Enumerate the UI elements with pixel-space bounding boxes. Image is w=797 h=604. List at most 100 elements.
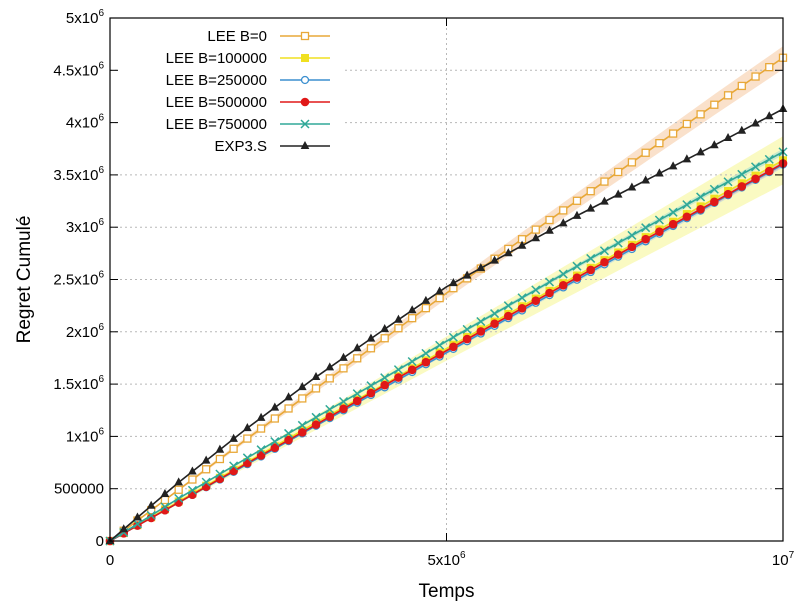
point-lee-b-500000 — [449, 342, 458, 352]
point-lee-b-750000 — [242, 453, 252, 463]
y-axis-label: Regret Cumulé — [14, 216, 35, 344]
legend-background — [120, 24, 344, 164]
point-lee-b-0 — [421, 303, 431, 313]
point-exp3-s — [531, 233, 541, 242]
legend-label: LEE B=250000 — [166, 72, 267, 89]
point-lee-b-500000 — [435, 350, 444, 359]
point-lee-b-0 — [353, 354, 362, 363]
point-lee-b-0 — [545, 215, 554, 225]
point-lee-b-750000 — [517, 293, 527, 303]
point-lee-b-0 — [586, 187, 595, 196]
point-lee-b-0 — [600, 177, 609, 186]
point-exp3-s — [545, 225, 554, 234]
point-exp3-s — [462, 270, 472, 279]
legend-swatch-marker — [300, 140, 310, 149]
point-lee-b-500000 — [407, 365, 417, 375]
point-lee-b-500000 — [696, 204, 705, 214]
point-lee-b-0 — [710, 100, 719, 109]
legend-swatch-marker — [300, 97, 310, 107]
point-exp3-s — [133, 512, 142, 521]
legend-item-lee-b-750000: LEE B=750000 — [166, 116, 330, 133]
point-lee-b-0 — [614, 167, 623, 177]
point-exp3-s — [297, 382, 307, 391]
point-lee-b-500000 — [243, 458, 252, 468]
legend-item-lee-b-250000: LEE B=250000 — [166, 72, 330, 89]
point-lee-b-500000 — [737, 182, 747, 191]
point-exp3-s — [764, 111, 774, 120]
y-tick-label: 4x106 — [66, 113, 105, 132]
point-lee-b-750000 — [132, 519, 142, 529]
y-tick-label: 2x106 — [66, 322, 105, 341]
point-lee-b-500000 — [586, 265, 596, 275]
point-exp3-s — [188, 466, 197, 475]
point-lee-b-0 — [174, 485, 183, 494]
legend-item-lee-b-500000: LEE B=500000 — [166, 94, 330, 111]
y-tick-label: 3x106 — [66, 217, 105, 236]
point-exp3-s — [655, 168, 664, 177]
point-lee-b-0 — [380, 334, 389, 343]
point-exp3-s — [737, 125, 747, 134]
point-lee-b-750000 — [531, 285, 541, 295]
point-lee-b-0 — [311, 384, 321, 393]
point-lee-b-750000 — [641, 223, 651, 233]
point-lee-b-750000 — [723, 177, 733, 187]
point-lee-b-0 — [366, 344, 376, 353]
point-lee-b-750000 — [503, 301, 513, 311]
point-lee-b-750000 — [187, 485, 197, 495]
point-lee-b-500000 — [668, 219, 678, 229]
point-lee-b-0 — [723, 91, 733, 100]
point-lee-b-500000 — [558, 281, 568, 290]
point-lee-b-750000 — [393, 365, 403, 375]
point-exp3-s — [119, 524, 129, 533]
legend-item-exp3-s: EXP3.S — [214, 138, 330, 155]
point-lee-b-750000 — [490, 309, 500, 319]
point-lee-b-750000 — [201, 477, 211, 487]
point-lee-b-750000 — [297, 420, 307, 430]
point-lee-b-750000 — [682, 200, 692, 210]
legend-label: EXP3.S — [214, 138, 267, 155]
point-lee-b-750000 — [599, 246, 609, 256]
point-lee-b-500000 — [517, 304, 527, 313]
point-lee-b-0 — [572, 196, 582, 205]
point-lee-b-500000 — [339, 404, 348, 414]
point-lee-b-750000 — [709, 184, 719, 194]
point-lee-b-500000 — [723, 189, 733, 199]
point-exp3-s — [517, 240, 527, 249]
y-axis-ticks: 0 500000 1x106 1.5x106 2x106 2.5x106 3x106 3.5x… — [53, 8, 783, 550]
point-lee-b-500000 — [655, 227, 664, 236]
legend-label: LEE B=100000 — [166, 50, 267, 67]
legend-swatch-marker — [300, 119, 310, 129]
point-lee-b-750000 — [764, 154, 774, 164]
point-lee-b-750000 — [476, 316, 486, 326]
point-lee-b-750000 — [325, 404, 335, 414]
point-exp3-s — [723, 132, 733, 142]
point-lee-b-500000 — [352, 396, 362, 406]
legend-label: LEE B=750000 — [166, 116, 267, 133]
point-lee-b-500000 — [613, 250, 623, 259]
point-exp3-s — [201, 455, 211, 464]
series-lines — [105, 53, 788, 546]
point-lee-b-500000 — [311, 420, 321, 429]
point-lee-b-750000 — [352, 389, 362, 399]
point-lee-b-750000 — [435, 340, 445, 350]
point-lee-b-750000 — [311, 412, 321, 422]
point-lee-b-500000 — [600, 257, 609, 267]
point-lee-b-750000 — [146, 510, 156, 520]
point-lee-b-500000 — [256, 451, 266, 460]
point-lee-b-750000 — [668, 207, 678, 217]
point-lee-b-750000 — [737, 169, 747, 179]
point-lee-b-0 — [270, 414, 279, 423]
point-lee-b-0 — [655, 139, 664, 148]
point-lee-b-500000 — [490, 319, 499, 329]
point-lee-b-500000 — [394, 373, 403, 382]
legend-swatch-marker — [300, 75, 310, 85]
point-lee-b-0 — [737, 81, 746, 91]
point-exp3-s — [407, 305, 417, 314]
y-tick-label: 500000 — [54, 481, 104, 498]
point-exp3-s — [490, 255, 499, 264]
point-lee-b-750000 — [160, 502, 170, 512]
point-lee-b-500000 — [380, 380, 389, 390]
point-lee-b-750000 — [270, 437, 280, 447]
x-axis-ticks: 0 5x106 107 — [106, 18, 795, 569]
point-lee-b-500000 — [270, 443, 280, 453]
